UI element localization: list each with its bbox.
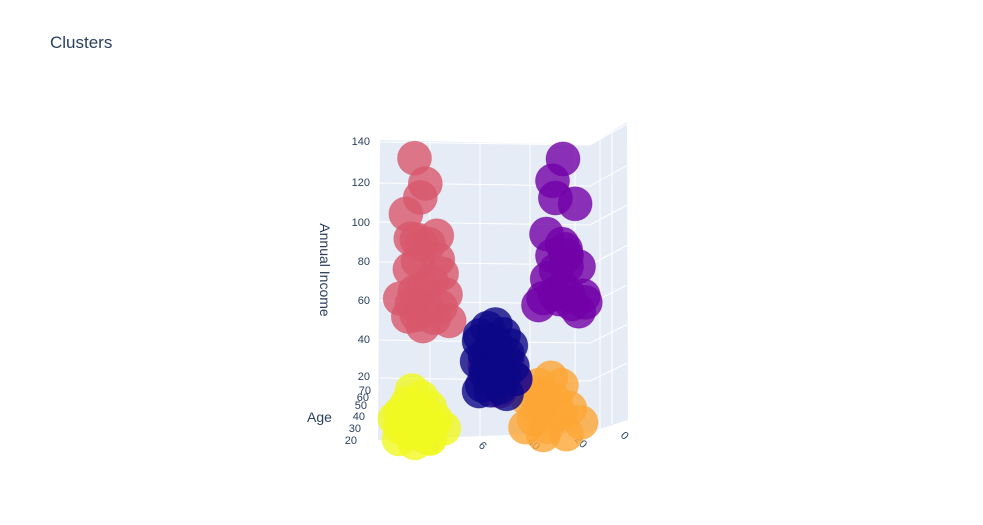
data-point-cluster-1[interactable]	[550, 276, 586, 312]
data-point-cluster-4[interactable]	[549, 416, 584, 452]
y-tick-label: 100	[352, 217, 370, 229]
grid-line-side	[589, 123, 628, 146]
data-point-cluster-1[interactable]	[521, 287, 556, 323]
data-point-cluster-5[interactable]	[394, 373, 430, 408]
data-point-cluster-2[interactable]	[489, 376, 525, 412]
y-tick-label: 20	[358, 371, 370, 383]
data-point-cluster-1[interactable]	[545, 141, 581, 177]
grid-line-side	[589, 324, 628, 344]
y-axis-title: Annual Income	[317, 223, 333, 317]
chart-title: Clusters	[50, 33, 113, 52]
data-point-cluster-0[interactable]	[388, 196, 424, 232]
z-tick-label: 20	[345, 435, 357, 447]
z-tick-label: 40	[353, 411, 365, 423]
data-point-cluster-4[interactable]	[508, 409, 543, 445]
x-tick-label: 0	[618, 430, 631, 443]
grid-line-side	[589, 204, 628, 226]
grid-line-side	[589, 165, 628, 187]
y-tick-label: 140	[352, 136, 370, 148]
grid-line-side	[589, 245, 628, 266]
z-tick-label: 30	[349, 423, 361, 435]
z-axis-title: Age	[307, 409, 332, 425]
z-tick-label: 70	[359, 385, 371, 397]
y-tick-label: 80	[358, 256, 370, 268]
y-tick-label: 60	[358, 295, 370, 307]
y-tick-label: 120	[352, 177, 370, 189]
z-tick-label: 60	[357, 392, 369, 404]
back-wall	[378, 140, 590, 440]
x-tick-label: 6	[476, 440, 489, 453]
z-tick-label: 50	[355, 400, 367, 412]
y-tick-label: 40	[358, 334, 370, 346]
data-point-cluster-1[interactable]	[538, 180, 573, 216]
data-point-cluster-5[interactable]	[412, 420, 448, 456]
grid-line-side	[589, 362, 628, 382]
data-point-cluster-0[interactable]	[382, 281, 418, 317]
data-point-cluster-0[interactable]	[428, 277, 463, 312]
data-points[interactable]	[377, 140, 603, 461]
data-point-cluster-0[interactable]	[405, 308, 441, 344]
data-point-cluster-1[interactable]	[529, 216, 564, 252]
